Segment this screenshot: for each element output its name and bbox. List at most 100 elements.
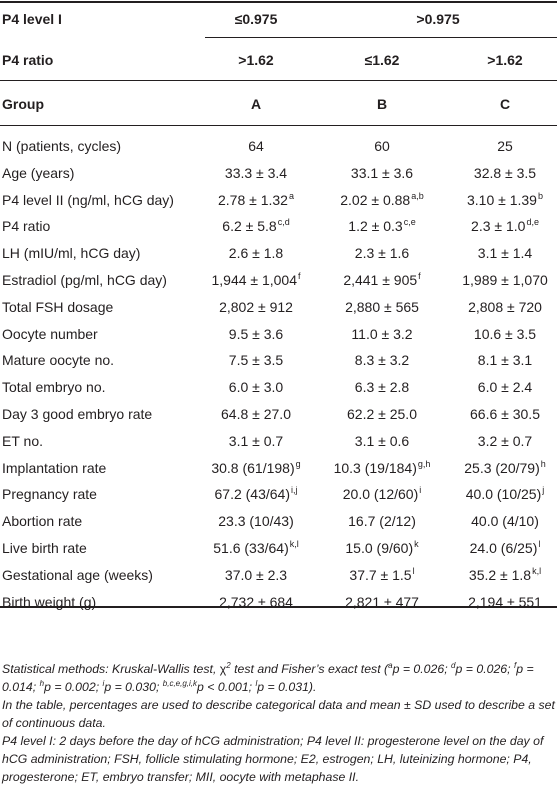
chi-square-exponent: 2 [226, 661, 231, 670]
stat-methods-prefix: Statistical methods: Kruskal-Wallis test… [2, 662, 220, 676]
cell-value: 33.3 ± 3.4 [224, 165, 288, 181]
cell-value: 3.1 ± 0.6 [354, 433, 410, 449]
cell-value: 3.1 ± 0.7 [228, 433, 284, 449]
row-label: Abortion rate [2, 513, 83, 529]
cell-group-a: 6.2 ± 5.8c,d [222, 217, 289, 235]
cell-value: 8.1 ± 3.1 [477, 352, 533, 368]
p-value-text: p = 0.031). [257, 680, 317, 694]
cell-value: 20.0 (12/60) [342, 486, 419, 502]
cell-value: 35.2 ± 1.8 [468, 567, 532, 583]
cell-group-c: 40.0 (10/25)j [466, 485, 545, 503]
row-label: P4 level II (ng/ml, hCG day) [2, 192, 174, 208]
p-value-marker: l [255, 679, 258, 688]
cell-value: 25.3 (20/79) [464, 460, 540, 476]
cell-group-c: 2,808 ± 720 [468, 298, 542, 316]
significance-superscript: k,l [532, 566, 542, 576]
significance-superscript: l [538, 539, 541, 549]
cell-value: 10.6 ± 3.5 [473, 326, 537, 342]
significance-superscript: f [298, 271, 301, 281]
significance-superscript: f [418, 271, 421, 281]
cell-value: 15.0 (9/60) [345, 540, 414, 556]
cell-group-c: 3.10 ± 1.39b [467, 191, 543, 209]
ratio-rule [0, 80, 557, 81]
p4-ratio-label: P4 ratio [2, 52, 54, 68]
significance-superscript: g,h [417, 459, 431, 469]
cell-value: 1,989 ± 1,070 [462, 272, 548, 288]
cell-value: 23.3 (10/43) [218, 513, 294, 529]
significance-superscript: h [540, 459, 546, 469]
p-value-marker: b,c,e,g,i,k [162, 679, 198, 688]
cell-group-c: 32.8 ± 3.5 [474, 164, 536, 182]
significance-superscript: j [542, 485, 545, 495]
cell-group-c: 35.2 ± 1.8k,l [469, 566, 541, 584]
row-label: Live birth rate [2, 540, 87, 556]
p-value-marker: f [513, 661, 517, 670]
cell-value: 60 [374, 138, 390, 154]
cell-group-b: 2,880 ± 565 [345, 298, 419, 316]
cell-value: 8.3 ± 3.2 [354, 352, 410, 368]
cell-group-b: 2.02 ± 0.88a,b [340, 191, 423, 209]
cell-value: 64.8 ± 27.0 [221, 406, 291, 422]
cell-value: 33.1 ± 3.6 [350, 165, 414, 181]
cell-value: 2,808 ± 720 [468, 299, 542, 315]
cell-value: 37.7 ± 1.5 [349, 567, 412, 583]
group-c: C [499, 96, 511, 112]
cell-group-a: 33.3 ± 3.4 [225, 164, 287, 182]
row-label: Estradiol (pg/ml, hCG day) [2, 272, 167, 288]
group-a: A [250, 96, 262, 112]
cell-value: 32.8 ± 3.5 [473, 165, 537, 181]
cell-group-b: 10.3 (19/184)g,h [334, 459, 431, 477]
row-label: Gestational age (weeks) [2, 567, 153, 583]
p-value-text: p = 0.014; [2, 662, 534, 694]
cell-group-a: 2,732 ± 684 [219, 593, 293, 611]
cell-value: 40.0 (4/10) [471, 513, 539, 529]
cell-group-a: 23.3 (10/43) [218, 512, 294, 530]
significance-superscript: c,e [403, 217, 416, 227]
significance-superscript: k,l [289, 539, 299, 549]
cell-group-b: 60 [374, 137, 390, 155]
cell-value: 64 [248, 138, 264, 154]
cell-group-c: 2.3 ± 1.0d,e [471, 217, 539, 235]
cell-group-a: 64.8 ± 27.0 [221, 405, 291, 423]
significance-superscript: a,b [411, 191, 424, 201]
row-label: Birth weight (g) [2, 594, 97, 610]
p-value-text: p = 0.030; [104, 680, 163, 694]
p4-level-label: P4 level I [2, 11, 62, 27]
row-label: Pregnancy rate [2, 486, 97, 502]
cell-group-b: 2.3 ± 1.6 [355, 244, 409, 262]
cell-group-b: 37.7 ± 1.5l [349, 566, 414, 584]
cell-group-a: 3.1 ± 0.7 [229, 432, 283, 450]
cell-value: 3.10 ± 1.39 [467, 192, 537, 208]
row-label: Total FSH dosage [2, 299, 114, 315]
p-value-text: p < 0.001; [197, 680, 256, 694]
cell-value: 1.2 ± 0.3 [348, 218, 403, 234]
cell-group-a: 30.8 (61/198)g [211, 459, 300, 477]
cell-value: 10.3 (19/184) [333, 460, 417, 476]
cell-group-b: 2,821 ± 477 [345, 593, 419, 611]
cell-group-c: 40.0 (4/10) [471, 512, 539, 530]
cell-group-a: 9.5 ± 3.6 [229, 325, 283, 343]
p4-level-high: >0.975 [416, 11, 460, 27]
cell-group-a: 64 [248, 137, 264, 155]
significance-superscript: a [288, 191, 294, 201]
cell-group-c: 8.1 ± 3.1 [478, 351, 532, 369]
cell-value: 2,802 ± 912 [219, 299, 293, 315]
cell-group-a: 1,944 ± 1,004f [211, 271, 300, 289]
cell-group-a: 7.5 ± 3.5 [229, 351, 283, 369]
cell-value: 2.78 ± 1.32 [218, 192, 288, 208]
cell-group-b: 1.2 ± 0.3c,e [348, 217, 415, 235]
cell-value: 2.02 ± 0.88 [340, 192, 411, 208]
row-label: Age (years) [2, 165, 75, 181]
cell-value: 9.5 ± 3.6 [228, 326, 284, 342]
row-label: N (patients, cycles) [2, 138, 122, 154]
row-label: Day 3 good embryo rate [2, 406, 153, 422]
cell-group-a: 2,802 ± 912 [219, 298, 293, 316]
cell-group-b: 62.2 ± 25.0 [347, 405, 417, 423]
stat-methods-suffix: test and Fisher’s exact test ( [230, 662, 389, 676]
cell-value: 11.0 ± 3.2 [351, 326, 413, 342]
abbreviations-note: P4 level I: 2 days before the day of hCG… [2, 734, 544, 784]
cell-group-b: 15.0 (9/60)k [345, 539, 418, 557]
cell-group-c: 3.2 ± 0.7 [478, 432, 532, 450]
table-top-rule [0, 1, 557, 3]
p-value-marker: i [102, 679, 105, 688]
